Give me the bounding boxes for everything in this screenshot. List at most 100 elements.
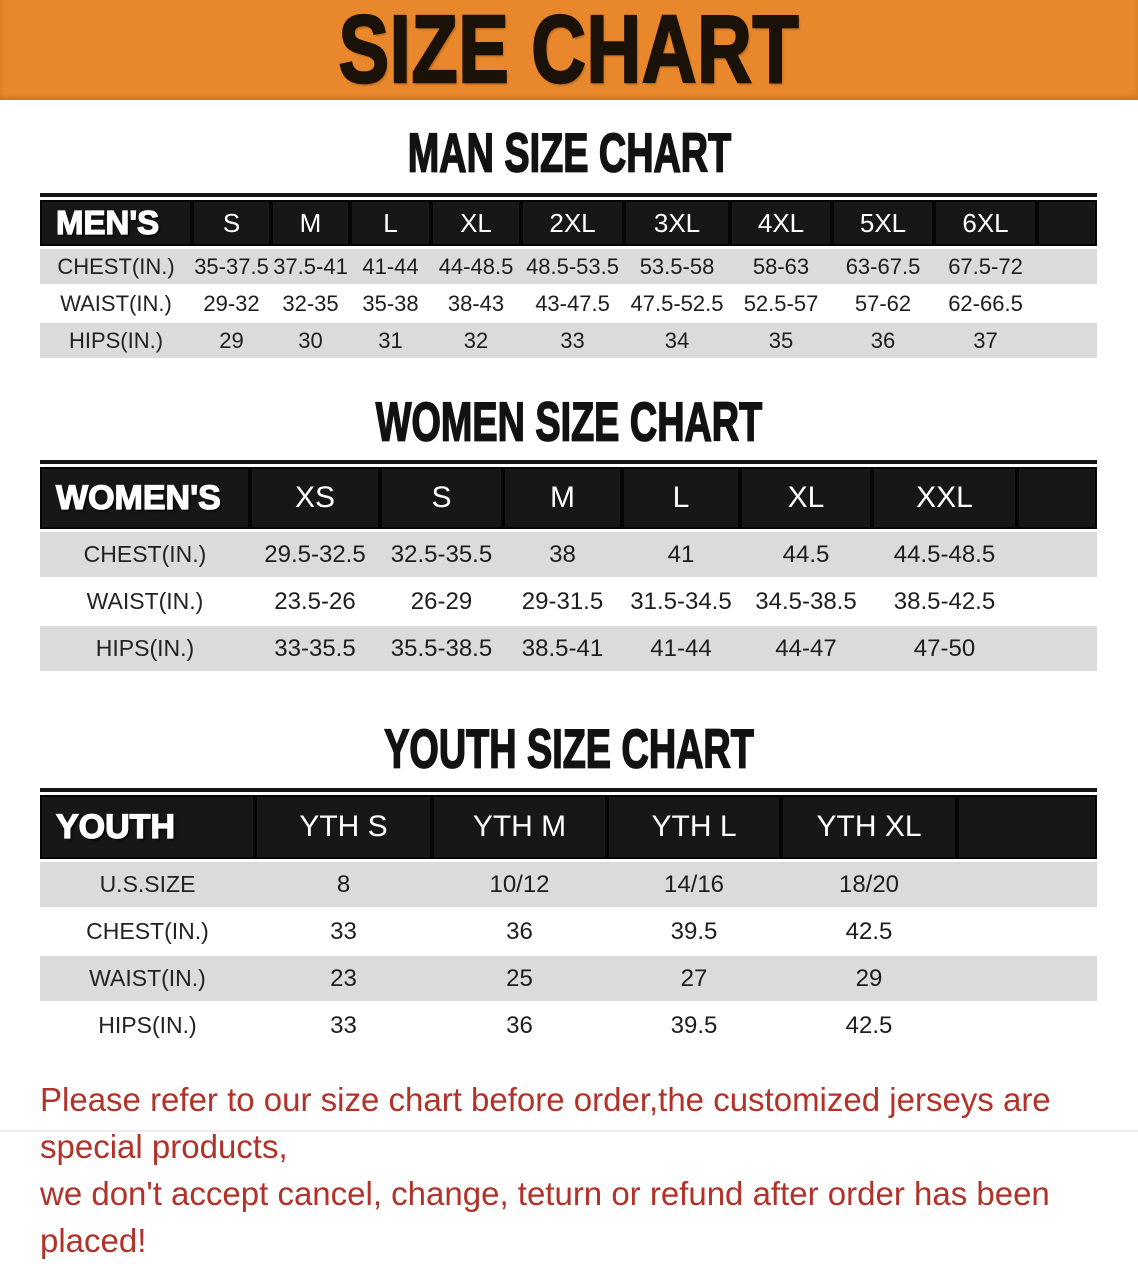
size-column-header: YTH XL <box>781 795 957 862</box>
measurement-value: 39.5 <box>607 1003 781 1050</box>
measurement-value: 44-47 <box>740 626 872 673</box>
filler-cell <box>1017 532 1097 579</box>
measurement-row: WAIST(IN.) 23.5-26 26-29 29-31.5 31.5-34.5 34… <box>40 579 1097 626</box>
measurement-value: 47-50 <box>872 626 1017 673</box>
measurement-row: HIPS(IN.) 33-35.5 35.5-38.5 38.5-41 41-44 44-… <box>40 626 1097 673</box>
measurement-value: 29 <box>192 323 271 360</box>
measurement-value: 36 <box>432 1003 607 1050</box>
men-size-table-wrap: MEN'S S M L XL 2XL 3XL 4XL 5XL 6XL CHEST(IN.) 35-37… <box>40 193 1097 360</box>
size-column-header: YTH S <box>255 795 432 862</box>
size-column-header: M <box>271 200 350 249</box>
youth-size-table: YOUTH YTH S YTH M YTH L YTH XL U.S.SIZE 8 10/12… <box>40 795 1097 1050</box>
measurement-value: 30 <box>271 323 350 360</box>
measurement-row: WAIST(IN.) 23 25 27 29 <box>40 956 1097 1003</box>
filler-cell <box>957 795 1097 862</box>
size-chart-banner: SIZE CHART <box>0 0 1138 104</box>
size-column-header: YTH L <box>607 795 781 862</box>
size-column-header: 4XL <box>730 200 832 249</box>
youth-section-heading: YOUTH SIZE CHART <box>0 716 1138 780</box>
size-column-header: L <box>350 200 431 249</box>
size-column-header: M <box>503 467 622 532</box>
measurement-value: 10/12 <box>432 862 607 909</box>
measurement-value: 32-35 <box>271 286 350 323</box>
measurement-value: 26-29 <box>380 579 503 626</box>
size-column-header: L <box>622 467 740 532</box>
filler-cell <box>1037 286 1097 323</box>
measurement-value: 29.5-32.5 <box>250 532 380 579</box>
size-column-header: YTH M <box>432 795 607 862</box>
measurement-value: 29-31.5 <box>503 579 622 626</box>
measurement-value: 36 <box>432 909 607 956</box>
measurement-value: 35.5-38.5 <box>380 626 503 673</box>
measurement-label: CHEST(IN.) <box>40 532 250 579</box>
measurement-value: 67.5-72 <box>934 249 1037 286</box>
size-column-header: XL <box>740 467 872 532</box>
size-header-row: WOMEN'S XS S M L XL XXL <box>40 467 1097 532</box>
measurement-value: 34.5-38.5 <box>740 579 872 626</box>
measurement-value: 42.5 <box>781 909 957 956</box>
men-table-topline <box>40 193 1097 197</box>
measurement-row: HIPS(IN.) 33 36 39.5 42.5 <box>40 1003 1097 1050</box>
measurement-value: 31.5-34.5 <box>622 579 740 626</box>
disclaimer-note: Please refer to our size chart before or… <box>40 1076 1098 1264</box>
measurement-value: 44.5 <box>740 532 872 579</box>
measurement-value: 35 <box>730 323 832 360</box>
measurement-label: HIPS(IN.) <box>40 323 192 360</box>
measurement-label: U.S.SIZE <box>40 862 255 909</box>
measurement-value: 57-62 <box>832 286 934 323</box>
measurement-row: U.S.SIZE 8 10/12 14/16 18/20 <box>40 862 1097 909</box>
filler-cell <box>1037 323 1097 360</box>
filler-cell <box>957 862 1097 909</box>
measurement-label: WAIST(IN.) <box>40 286 192 323</box>
youth-table-topline <box>40 788 1097 792</box>
measurement-value: 29 <box>781 956 957 1003</box>
measurement-label: HIPS(IN.) <box>40 1003 255 1050</box>
measurement-value: 38.5-41 <box>503 626 622 673</box>
disclaimer-line-2: we don't accept cancel, change, teturn o… <box>40 1175 1050 1259</box>
measurement-value: 41-44 <box>350 249 431 286</box>
size-column-header: 5XL <box>832 200 934 249</box>
filler-cell <box>957 909 1097 956</box>
filler-cell <box>1017 467 1097 532</box>
measurement-value: 37.5-41 <box>271 249 350 286</box>
measurement-value: 23.5-26 <box>250 579 380 626</box>
measurement-row: CHEST(IN.) 29.5-32.5 32.5-35.5 38 41 44.5 44.5… <box>40 532 1097 579</box>
measurement-value: 62-66.5 <box>934 286 1037 323</box>
measurement-label: CHEST(IN.) <box>40 249 192 286</box>
measurement-value: 27 <box>607 956 781 1003</box>
measurement-value: 34 <box>624 323 730 360</box>
youth-heading-text: YOUTH SIZE CHART <box>384 716 755 780</box>
measurement-value: 33 <box>255 909 432 956</box>
men-size-table: MEN'S S M L XL 2XL 3XL 4XL 5XL 6XL CHEST(IN.) 35-37… <box>40 200 1097 360</box>
youth-size-table-wrap: YOUTH YTH S YTH M YTH L YTH XL U.S.SIZE 8 10/12… <box>40 788 1097 1050</box>
disclaimer-line-1: Please refer to our size chart before or… <box>40 1081 1051 1165</box>
measurement-label: CHEST(IN.) <box>40 909 255 956</box>
women-heading-text: WOMEN SIZE CHART <box>375 389 763 453</box>
size-column-header: 3XL <box>624 200 730 249</box>
measurement-row: CHEST(IN.) 33 36 39.5 42.5 <box>40 909 1097 956</box>
measurement-value: 44-48.5 <box>431 249 521 286</box>
measurement-value: 32.5-35.5 <box>380 532 503 579</box>
size-header-row: YOUTH YTH S YTH M YTH L YTH XL <box>40 795 1097 862</box>
women-size-table: WOMEN'S XS S M L XL XXL CHEST(IN.) 29.5-32.5 32.5… <box>40 467 1097 673</box>
measurement-label: WAIST(IN.) <box>40 956 255 1003</box>
measurement-value: 38-43 <box>431 286 521 323</box>
measurement-value: 52.5-57 <box>730 286 832 323</box>
size-header-row: MEN'S S M L XL 2XL 3XL 4XL 5XL 6XL <box>40 200 1097 249</box>
banner-title: SIZE CHART <box>338 0 800 104</box>
size-column-header: 2XL <box>521 200 624 249</box>
measurement-value: 18/20 <box>781 862 957 909</box>
size-column-header: 6XL <box>934 200 1037 249</box>
measurement-label: HIPS(IN.) <box>40 626 250 673</box>
table-category-label: YOUTH <box>40 795 255 862</box>
measurement-row: CHEST(IN.) 35-37.5 37.5-41 41-44 44-48.5 48.5… <box>40 249 1097 286</box>
measurement-value: 42.5 <box>781 1003 957 1050</box>
measurement-value: 41 <box>622 532 740 579</box>
filler-cell <box>957 956 1097 1003</box>
measurement-value: 32 <box>431 323 521 360</box>
measurement-label: WAIST(IN.) <box>40 579 250 626</box>
measurement-value: 8 <box>255 862 432 909</box>
men-heading-text: MAN SIZE CHART <box>407 120 732 184</box>
filler-cell <box>1017 626 1097 673</box>
